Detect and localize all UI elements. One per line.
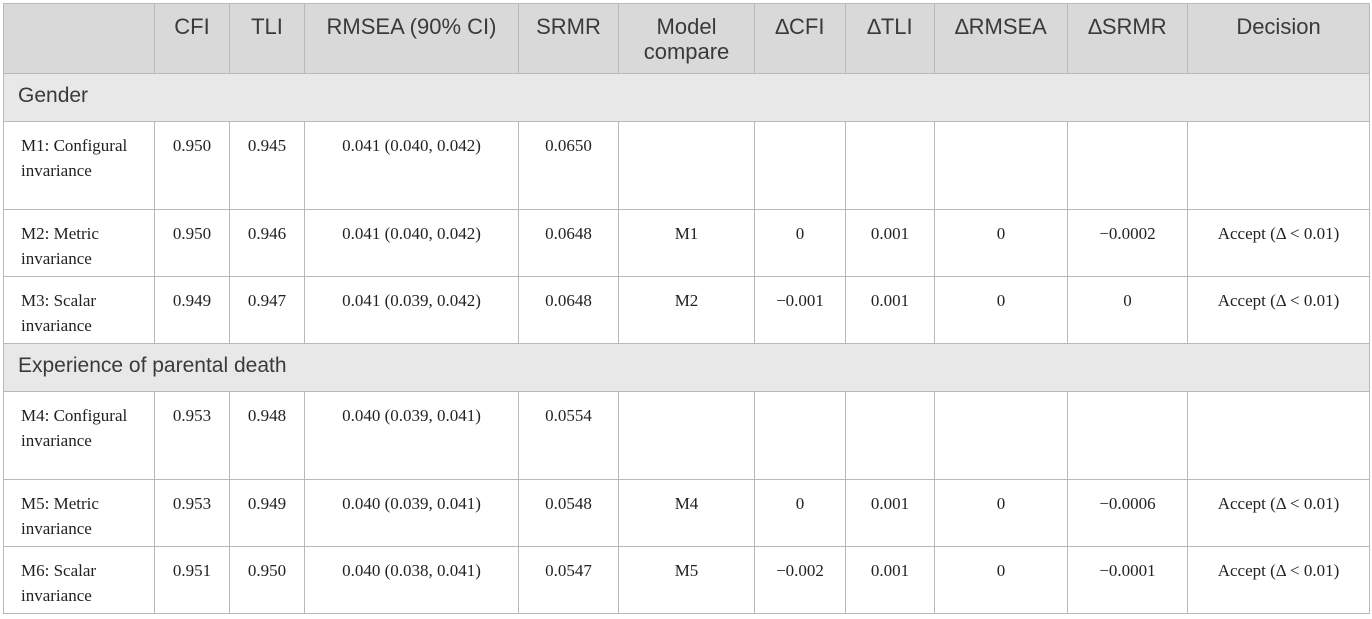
- delta-srmr-cell: −0.0002: [1067, 209, 1188, 277]
- delta-tli-cell: 0.001: [845, 546, 935, 614]
- table-row: M6: Scalar invariance 0.951 0.950 0.040 …: [3, 546, 1370, 614]
- cfi-cell: 0.953: [154, 479, 230, 547]
- delta-rmsea-cell: 0: [934, 546, 1068, 614]
- rmsea-cell: 0.041 (0.039, 0.042): [304, 276, 519, 344]
- decision-cell: [1187, 121, 1370, 210]
- rmsea-cell: 0.040 (0.039, 0.041): [304, 479, 519, 547]
- header-tli: TLI: [229, 3, 305, 74]
- delta-cfi-cell: 0: [754, 209, 846, 277]
- model-cell: M5: Metric invariance: [3, 479, 155, 547]
- tli-cell: 0.948: [229, 391, 305, 480]
- srmr-cell: 0.0650: [518, 121, 619, 210]
- delta-tli-cell: 0.001: [845, 276, 935, 344]
- delta-tli-cell: 0.001: [845, 479, 935, 547]
- rmsea-cell: 0.040 (0.039, 0.041): [304, 391, 519, 480]
- cfi-cell: 0.949: [154, 276, 230, 344]
- header-cfi: CFI: [154, 3, 230, 74]
- tli-cell: 0.949: [229, 479, 305, 547]
- decision-cell: Accept (Δ < 0.01): [1187, 276, 1370, 344]
- section-row: Experience of parental death: [3, 343, 1370, 392]
- compare-cell: M1: [618, 209, 755, 277]
- decision-cell: [1187, 391, 1370, 480]
- decision-cell: Accept (Δ < 0.01): [1187, 209, 1370, 277]
- delta-rmsea-cell: [934, 391, 1068, 480]
- delta-tli-cell: 0.001: [845, 209, 935, 277]
- table-row: M4: Configural invariance 0.953 0.948 0.…: [3, 391, 1370, 480]
- compare-cell: [618, 391, 755, 480]
- srmr-cell: 0.0547: [518, 546, 619, 614]
- section-row: Gender: [3, 73, 1370, 122]
- table-row: M2: Metric invariance 0.950 0.946 0.041 …: [3, 209, 1370, 277]
- invariance-table: CFI TLI RMSEA (90% CI) SRMR Model compar…: [3, 3, 1370, 614]
- header-srmr: SRMR: [518, 3, 619, 74]
- model-cell: M1: Configural invariance: [3, 121, 155, 210]
- table-row: M3: Scalar invariance 0.949 0.947 0.041 …: [3, 276, 1370, 344]
- table-row: M5: Metric invariance 0.953 0.949 0.040 …: [3, 479, 1370, 547]
- rmsea-cell: 0.041 (0.040, 0.042): [304, 121, 519, 210]
- header-delta-srmr: ∆SRMR: [1067, 3, 1188, 74]
- compare-cell: M5: [618, 546, 755, 614]
- section-title: Experience of parental death: [3, 343, 1370, 392]
- srmr-cell: 0.0548: [518, 479, 619, 547]
- delta-rmsea-cell: [934, 121, 1068, 210]
- header-delta-rmsea: ∆RMSEA: [934, 3, 1068, 74]
- tli-cell: 0.945: [229, 121, 305, 210]
- tli-cell: 0.947: [229, 276, 305, 344]
- header-decision: Decision: [1187, 3, 1370, 74]
- delta-srmr-cell: 0: [1067, 276, 1188, 344]
- delta-rmsea-cell: 0: [934, 209, 1068, 277]
- delta-rmsea-cell: 0: [934, 276, 1068, 344]
- cfi-cell: 0.950: [154, 209, 230, 277]
- model-cell: M6: Scalar invariance: [3, 546, 155, 614]
- delta-srmr-cell: [1067, 391, 1188, 480]
- delta-cfi-cell: −0.001: [754, 276, 846, 344]
- cfi-cell: 0.953: [154, 391, 230, 480]
- delta-tli-cell: [845, 391, 935, 480]
- delta-srmr-cell: −0.0001: [1067, 546, 1188, 614]
- srmr-cell: 0.0648: [518, 276, 619, 344]
- delta-cfi-cell: 0: [754, 479, 846, 547]
- delta-rmsea-cell: 0: [934, 479, 1068, 547]
- header-model: [3, 3, 155, 74]
- cfi-cell: 0.951: [154, 546, 230, 614]
- model-cell: M3: Scalar invariance: [3, 276, 155, 344]
- header-delta-cfi: ∆CFI: [754, 3, 846, 74]
- delta-cfi-cell: [754, 391, 846, 480]
- delta-srmr-cell: [1067, 121, 1188, 210]
- delta-cfi-cell: [754, 121, 846, 210]
- table-row: M1: Configural invariance 0.950 0.945 0.…: [3, 121, 1370, 210]
- model-cell: M2: Metric invariance: [3, 209, 155, 277]
- compare-cell: M2: [618, 276, 755, 344]
- header-delta-tli: ∆TLI: [845, 3, 935, 74]
- tli-cell: 0.950: [229, 546, 305, 614]
- section-title: Gender: [3, 73, 1370, 122]
- compare-cell: M4: [618, 479, 755, 547]
- delta-tli-cell: [845, 121, 935, 210]
- cfi-cell: 0.950: [154, 121, 230, 210]
- srmr-cell: 0.0648: [518, 209, 619, 277]
- tli-cell: 0.946: [229, 209, 305, 277]
- delta-cfi-cell: −0.002: [754, 546, 846, 614]
- header-rmsea: RMSEA (90% CI): [304, 3, 519, 74]
- header-model-compare: Model compare: [618, 3, 755, 74]
- decision-cell: Accept (Δ < 0.01): [1187, 546, 1370, 614]
- decision-cell: Accept (Δ < 0.01): [1187, 479, 1370, 547]
- delta-srmr-cell: −0.0006: [1067, 479, 1188, 547]
- srmr-cell: 0.0554: [518, 391, 619, 480]
- header-row: CFI TLI RMSEA (90% CI) SRMR Model compar…: [3, 3, 1370, 74]
- compare-cell: [618, 121, 755, 210]
- rmsea-cell: 0.041 (0.040, 0.042): [304, 209, 519, 277]
- rmsea-cell: 0.040 (0.038, 0.041): [304, 546, 519, 614]
- model-cell: M4: Configural invariance: [3, 391, 155, 480]
